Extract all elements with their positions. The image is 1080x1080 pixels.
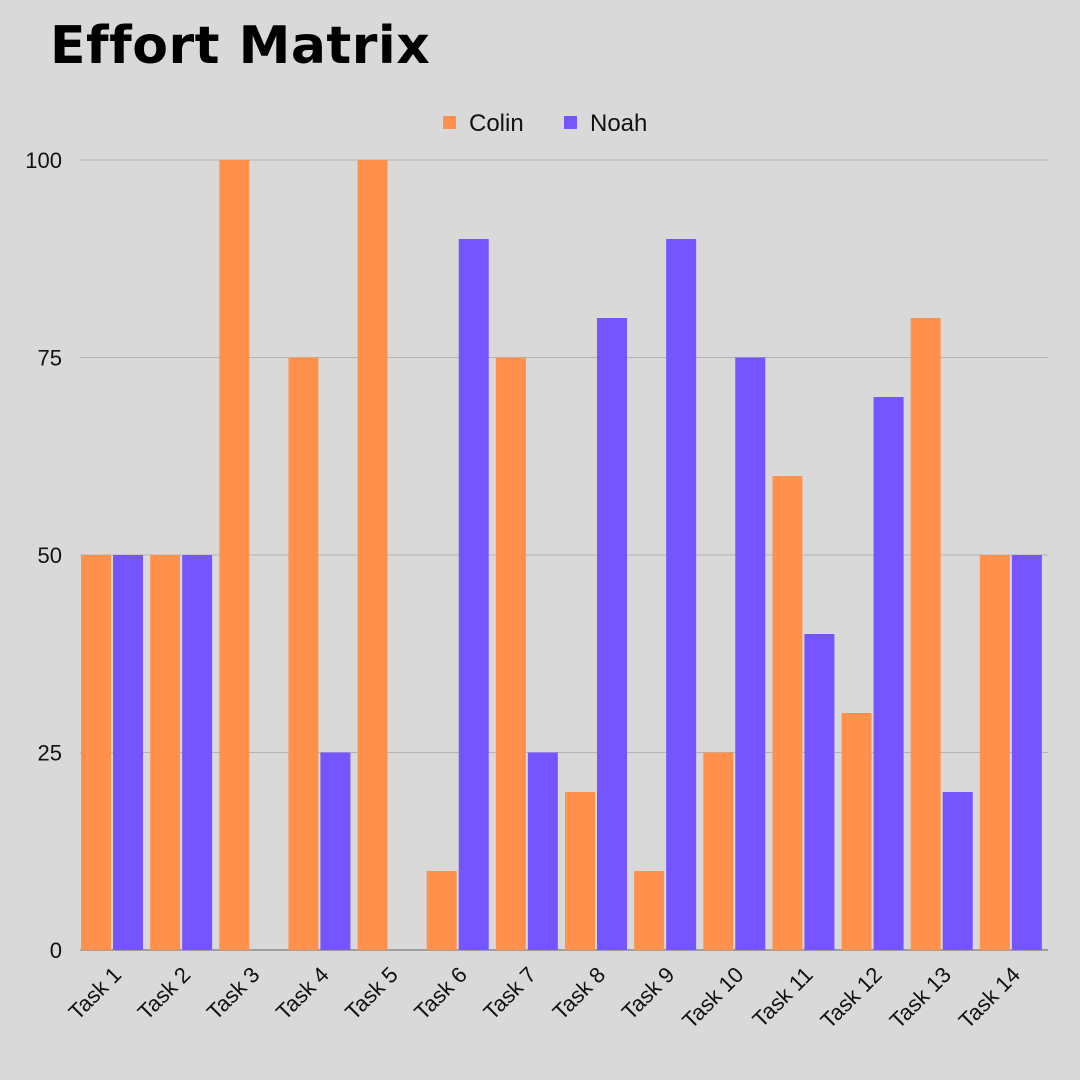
- legend-swatch-colin: [443, 116, 456, 129]
- bar-noah: [666, 239, 697, 950]
- x-category-label: Task 14: [954, 962, 1025, 1033]
- x-category-label: Task 12: [815, 962, 886, 1033]
- bar-colin: [150, 555, 181, 950]
- bar-noah: [597, 318, 627, 950]
- y-tick-label: 25: [38, 741, 62, 766]
- bar-colin: [703, 752, 734, 950]
- x-category-label: Task 5: [340, 962, 403, 1025]
- y-tick-label: 75: [38, 346, 62, 371]
- x-category-label: Task 11: [748, 962, 818, 1032]
- bar-noah: [804, 634, 835, 950]
- bar-colin: [219, 160, 250, 950]
- bar-noah: [735, 357, 766, 950]
- bar-colin: [357, 160, 388, 950]
- x-category-label: Task 10: [677, 962, 748, 1033]
- bar-colin: [495, 357, 526, 950]
- chart-title: Effort Matrix: [50, 16, 431, 76]
- bar-colin: [772, 476, 803, 950]
- x-category-label: Task 2: [133, 962, 196, 1025]
- x-category-label: Task 1: [64, 962, 127, 1025]
- bar-colin: [426, 871, 457, 950]
- x-category-label: Task 9: [617, 962, 680, 1025]
- bar-noah: [320, 752, 351, 950]
- bar-colin: [288, 357, 319, 950]
- legend-label-colin: Colin: [469, 110, 524, 137]
- y-axis-ticks: 0 25 50 75 100: [25, 148, 62, 963]
- legend-swatch-noah: [564, 116, 577, 129]
- bar-colin: [979, 555, 1010, 950]
- bar-noah: [113, 555, 143, 950]
- bar-noah: [1011, 555, 1042, 950]
- bar-noah: [458, 239, 489, 950]
- x-axis-labels: Task 1 Task 2 Task 3 Task 4 Task 5 Task 6 Task…: [64, 962, 1026, 1033]
- x-category-label: Task 6: [409, 962, 472, 1025]
- bar-noah: [182, 555, 213, 950]
- y-tick-label: 50: [38, 543, 62, 568]
- bar-noah: [873, 397, 904, 950]
- bar-noah: [527, 752, 558, 950]
- bar-noah: [942, 792, 973, 950]
- x-category-label: Task 7: [478, 962, 541, 1025]
- y-tick-label: 0: [50, 938, 62, 963]
- x-category-label: Task 3: [202, 962, 265, 1025]
- bar-colin: [565, 792, 595, 950]
- legend: Colin Noah: [443, 110, 647, 137]
- legend-label-noah: Noah: [590, 110, 647, 137]
- bar-colin: [841, 713, 872, 950]
- bar-colin: [910, 318, 941, 950]
- x-category-label: Task 8: [548, 962, 611, 1025]
- y-tick-label: 100: [25, 148, 62, 173]
- bar-colin: [634, 871, 665, 950]
- x-category-label: Task 4: [271, 962, 334, 1025]
- bars: [81, 160, 1042, 950]
- bar-colin: [81, 555, 111, 950]
- x-category-label: Task 13: [885, 962, 956, 1033]
